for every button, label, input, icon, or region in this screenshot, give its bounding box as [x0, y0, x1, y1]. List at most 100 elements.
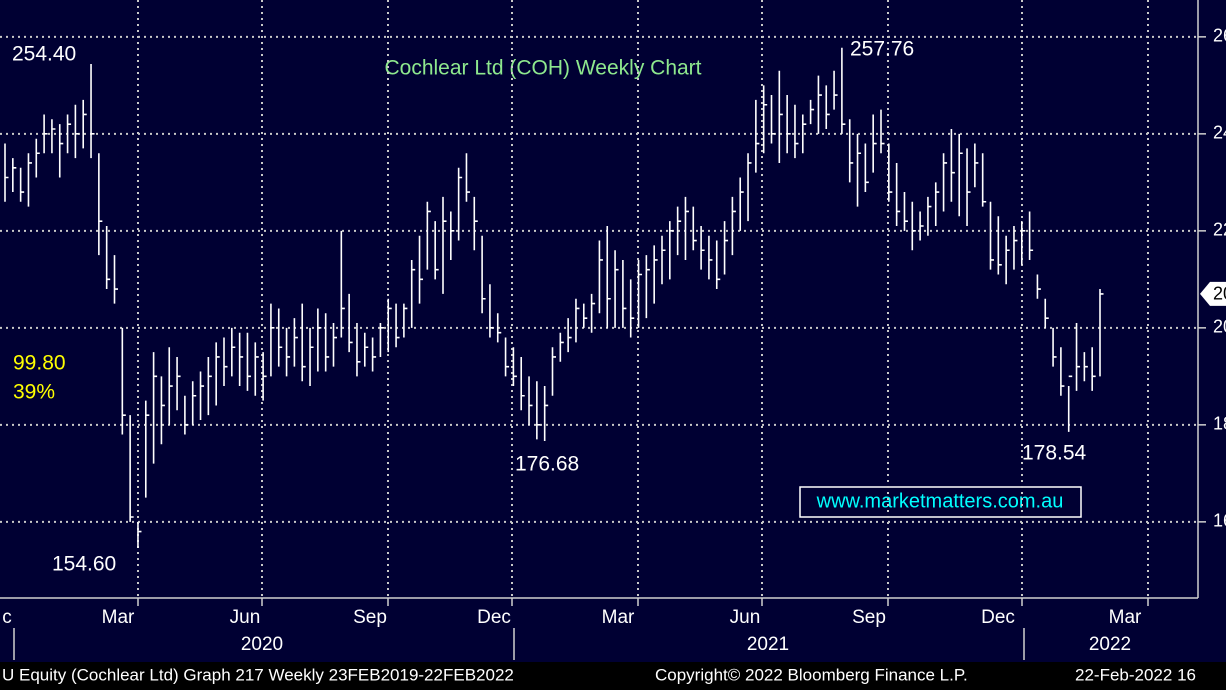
price-bar: [598, 240, 603, 314]
price-bar: [770, 95, 775, 144]
price-bar: [152, 352, 158, 464]
footer-center: Copyright© 2022 Bloomberg Finance L.P.: [655, 665, 968, 684]
price-bar: [324, 313, 330, 372]
price-annotation: 254.40: [12, 43, 76, 66]
x-tick-label: Jun: [730, 607, 761, 628]
price-bar: [950, 129, 955, 202]
price-bar: [43, 114, 48, 154]
price-bar: [121, 327, 126, 435]
price-bar: [966, 148, 971, 227]
price-annotation: 154.60: [52, 553, 116, 576]
chart-title: Cochlear Ltd (COH) Weekly Chart: [384, 57, 701, 80]
price-bar: [528, 376, 533, 425]
price-bar: [301, 303, 306, 382]
price-bar: [801, 114, 807, 154]
x-tick-label: Sep: [852, 607, 886, 628]
price-bar: [856, 133, 862, 207]
price-bar: [254, 342, 259, 396]
price-bar: [747, 153, 752, 222]
y-tick-label: 260: [1213, 26, 1226, 46]
price-bar: [58, 124, 64, 178]
price-bar: [317, 308, 322, 372]
x-tick-label: c: [2, 607, 12, 628]
price-bar: [974, 143, 979, 188]
price-bar: [989, 201, 994, 270]
price-bar: [676, 206, 682, 256]
price-bar: [1020, 221, 1026, 265]
price-bar: [51, 119, 56, 154]
price-bar: [363, 332, 369, 367]
price-bar: [496, 313, 502, 343]
price-bar: [481, 235, 486, 314]
price-bar: [1099, 289, 1104, 377]
price-bar: [559, 332, 564, 362]
price-bar: [942, 153, 948, 212]
price-bar: [817, 75, 822, 134]
price-bar: [684, 196, 689, 260]
price-bar: [199, 371, 205, 421]
price-bar: [700, 226, 705, 270]
x-tick-label: Mar: [602, 607, 635, 628]
price-bar: [692, 206, 697, 251]
price-bar: [387, 298, 392, 353]
price-bar: [981, 153, 987, 207]
price-bar: [715, 240, 721, 290]
y-tick-label: 240: [1213, 123, 1226, 143]
price-bar: [653, 245, 658, 304]
price-bar: [1075, 323, 1081, 391]
price-bar: [12, 158, 17, 193]
price-bar: [1036, 274, 1041, 299]
price-bar: [778, 70, 783, 163]
price-bar: [637, 259, 643, 328]
price-bar: [270, 303, 275, 377]
price-bar: [739, 177, 744, 231]
price-bar: [262, 352, 267, 401]
price-bar: [762, 85, 768, 154]
price-bar: [293, 318, 298, 367]
price-bar: [590, 293, 596, 333]
price-bar: [934, 182, 940, 227]
price-bar: [379, 323, 384, 357]
price-bar: [520, 356, 525, 411]
price-bar: [1067, 375, 1073, 432]
price-bar: [575, 298, 580, 343]
price-bar: [629, 279, 635, 338]
price-bar: [809, 99, 815, 125]
price-bar: [606, 226, 611, 328]
price-bar: [450, 211, 455, 260]
price-bar: [504, 337, 510, 377]
price-bar: [82, 99, 87, 149]
price-bar: [246, 332, 251, 391]
price-bar: [582, 303, 588, 328]
price-bar: [285, 327, 291, 377]
price-annotation: 176.68: [515, 453, 579, 476]
price-bar: [919, 211, 924, 241]
price-bar: [731, 196, 736, 256]
price-bar: [35, 138, 40, 178]
price-annotation: 178.54: [1022, 442, 1087, 465]
price-bar: [848, 119, 854, 183]
price-bar: [473, 196, 478, 251]
range-percent: 39%: [13, 381, 55, 404]
price-bar: [880, 109, 885, 154]
last-price-marker: [1200, 281, 1226, 306]
price-bar: [160, 376, 165, 445]
price-bar: [1044, 298, 1049, 328]
price-bar: [927, 196, 932, 236]
price-bar: [786, 95, 791, 154]
price-bar: [144, 400, 150, 498]
price-bar: [442, 196, 447, 294]
price-bar: [1013, 226, 1018, 270]
price-bar: [19, 167, 25, 202]
year-label: 2022: [1089, 634, 1131, 655]
price-bar: [489, 284, 494, 338]
price-bar: [27, 153, 32, 207]
price-bar: [191, 381, 197, 425]
price-bar: [997, 216, 1002, 275]
year-label: 2021: [747, 634, 789, 655]
price-bar: [207, 356, 212, 416]
price-bar: [426, 201, 431, 270]
price-bar: [137, 521, 142, 549]
y-tick-label: 220: [1213, 220, 1226, 240]
